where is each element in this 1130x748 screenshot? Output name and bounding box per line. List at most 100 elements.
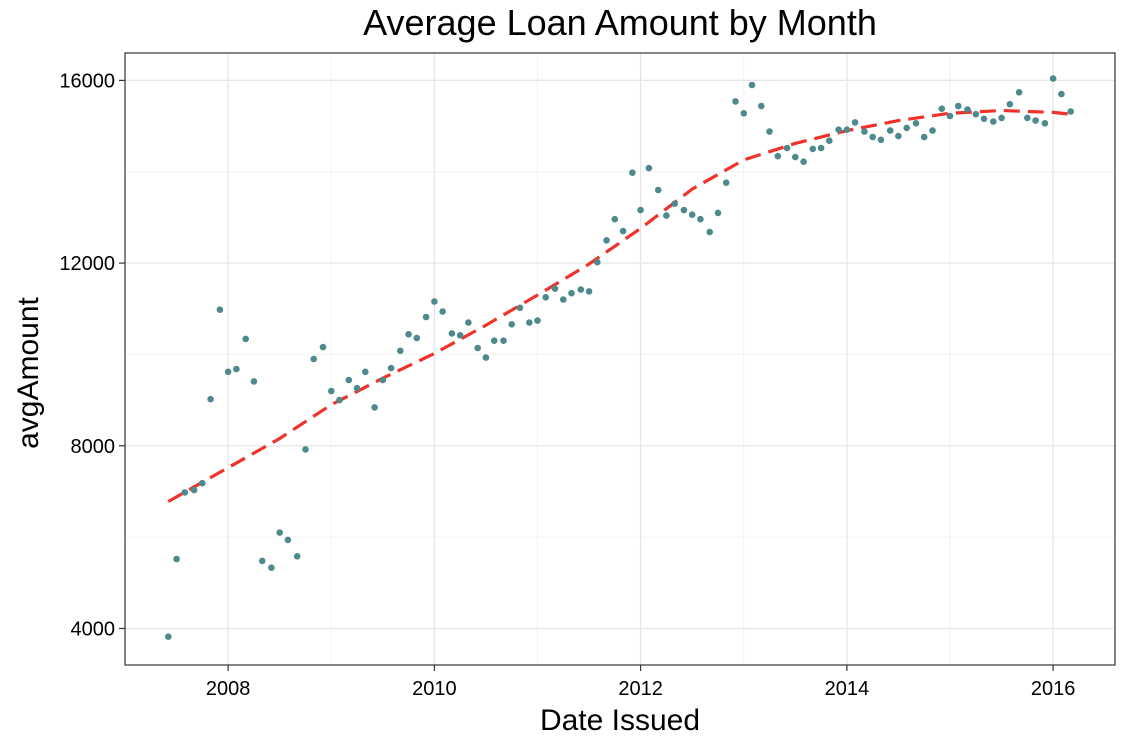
data-point xyxy=(645,164,653,172)
data-point xyxy=(851,119,859,126)
data-point xyxy=(353,384,361,392)
data-point xyxy=(714,209,722,217)
data-point xyxy=(362,368,369,376)
data-point xyxy=(456,332,464,339)
data-point xyxy=(1067,108,1074,115)
chart-title: Average Loan Amount by Month xyxy=(363,2,877,43)
data-point xyxy=(722,179,730,186)
x-tick-label: 2008 xyxy=(206,678,251,700)
data-point xyxy=(706,228,713,236)
data-point xyxy=(886,127,894,134)
data-point xyxy=(258,557,266,565)
data-point xyxy=(603,237,610,244)
data-point xyxy=(1024,114,1031,122)
minor-gridlines xyxy=(124,53,1115,665)
data-point xyxy=(397,347,404,355)
data-point xyxy=(268,564,275,571)
x-tick-label: 2010 xyxy=(412,678,457,700)
data-point xyxy=(422,313,430,321)
data-point xyxy=(903,124,910,132)
data-point xyxy=(577,286,585,293)
data-point xyxy=(732,98,739,105)
data-point xyxy=(482,354,490,361)
data-point xyxy=(611,215,619,223)
data-point xyxy=(551,285,559,293)
data-point xyxy=(895,132,902,140)
data-point xyxy=(809,145,817,153)
data-point xyxy=(964,106,971,113)
data-point xyxy=(474,344,482,352)
data-point xyxy=(216,306,224,314)
data-point xyxy=(869,133,876,141)
data-point xyxy=(199,479,206,487)
plot-panel-border xyxy=(124,52,1116,666)
data-point xyxy=(302,446,309,453)
data-point xyxy=(336,396,343,404)
data-point xyxy=(560,296,567,303)
x-tick-label: 2014 xyxy=(825,678,870,700)
data-point xyxy=(1015,89,1023,96)
data-point xyxy=(843,126,851,133)
data-point xyxy=(165,633,172,640)
data-point xyxy=(946,112,954,120)
data-point xyxy=(877,136,885,144)
data-point xyxy=(534,317,541,324)
data-point xyxy=(379,376,387,384)
data-point xyxy=(413,334,421,342)
data-point xyxy=(835,126,842,133)
data-point xyxy=(671,200,678,207)
data-point xyxy=(293,553,301,560)
data-point xyxy=(920,133,928,141)
data-point xyxy=(861,128,868,135)
data-point xyxy=(1006,100,1014,108)
data-point xyxy=(619,227,627,235)
trend-line xyxy=(167,108,1071,503)
y-tick-label: 16000 xyxy=(59,70,115,92)
data-point xyxy=(242,335,249,343)
data-point xyxy=(774,152,782,160)
data-point xyxy=(1049,75,1057,82)
data-point xyxy=(766,128,773,135)
data-point xyxy=(233,365,240,373)
data-point xyxy=(284,536,292,544)
data-point xyxy=(190,486,198,494)
data-point xyxy=(663,212,670,219)
data-point xyxy=(912,120,920,127)
data-point xyxy=(654,186,662,194)
data-point xyxy=(826,137,833,144)
data-point xyxy=(448,330,456,337)
data-point xyxy=(955,102,962,110)
data-point xyxy=(310,355,318,363)
data-point xyxy=(594,258,601,266)
x-tick-label: 2016 xyxy=(1031,678,1076,700)
data-point xyxy=(585,288,593,295)
major-gridlines xyxy=(125,53,1115,665)
y-tick-label: 12000 xyxy=(59,253,115,275)
tick-labels: 2008 2010 2012 2014 2016 4000 8000 12000 16000 xyxy=(59,70,1075,700)
y-tick-label: 8000 xyxy=(71,436,116,458)
axis-ticks xyxy=(119,79,1054,671)
data-point xyxy=(740,110,748,117)
data-point xyxy=(224,368,232,376)
data-point xyxy=(516,304,524,312)
data-point xyxy=(526,319,533,326)
data-point xyxy=(688,211,696,218)
data-point xyxy=(980,115,988,123)
data-point xyxy=(431,298,438,305)
data-point xyxy=(173,555,180,563)
data-point xyxy=(680,206,688,214)
data-point xyxy=(1041,120,1049,127)
data-point xyxy=(328,387,335,395)
data-point xyxy=(439,308,446,315)
data-point xyxy=(783,144,791,152)
data-point xyxy=(490,337,498,345)
data-point xyxy=(276,529,284,536)
data-point xyxy=(972,110,980,118)
data-point xyxy=(387,364,395,372)
x-axis-label: Date Issued xyxy=(539,704,701,737)
data-point xyxy=(207,395,214,403)
x-tick-label: 2012 xyxy=(618,678,663,700)
data-point xyxy=(405,331,412,338)
data-point xyxy=(629,169,636,176)
